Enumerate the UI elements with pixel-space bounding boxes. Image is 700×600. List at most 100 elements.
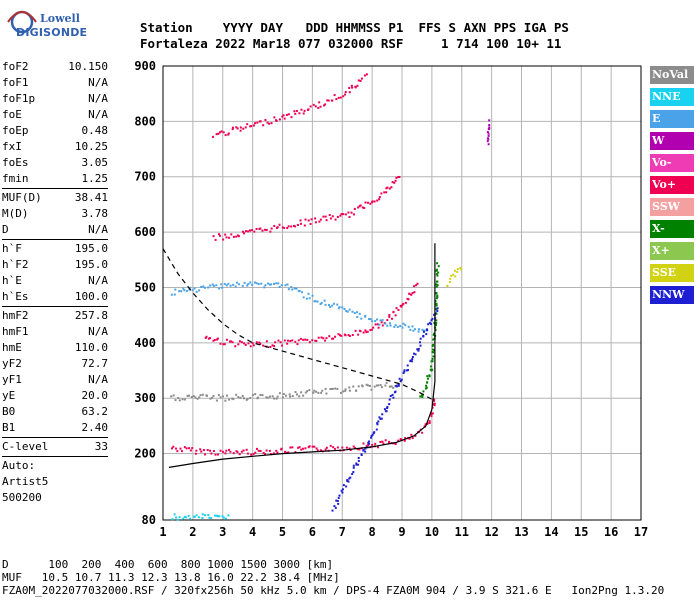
data-point <box>216 453 219 456</box>
data-point <box>273 225 276 228</box>
x-tick-label: 16 <box>604 525 618 539</box>
data-point <box>331 509 334 512</box>
logo-line1: Lowell <box>40 12 80 25</box>
data-point <box>266 121 269 124</box>
data-point <box>370 436 373 439</box>
data-point <box>419 337 422 340</box>
data-point <box>426 422 429 425</box>
data-point <box>246 452 249 455</box>
data-point <box>275 449 278 452</box>
param-name: foF2 <box>2 60 29 73</box>
data-point <box>324 215 327 218</box>
polarization-legend: NoVal NNE E W Vo- Vo+ SSW X- X+ SSE NNW <box>650 66 694 308</box>
data-point <box>280 284 283 287</box>
data-point <box>219 131 222 134</box>
data-point <box>340 489 343 492</box>
data-point <box>435 308 438 311</box>
data-point <box>184 516 187 519</box>
data-point <box>301 447 304 450</box>
x-tick-label: 1 <box>159 525 166 539</box>
data-point <box>240 341 243 344</box>
data-point <box>348 87 351 90</box>
data-point <box>173 293 176 296</box>
data-point <box>370 388 373 391</box>
data-point <box>424 423 427 426</box>
data-point <box>354 447 357 450</box>
data-point <box>487 143 490 146</box>
data-point <box>307 219 310 222</box>
data-point <box>486 137 489 140</box>
data-point <box>251 342 254 345</box>
data-point <box>435 283 438 286</box>
data-point <box>402 371 405 374</box>
data-point <box>312 391 315 394</box>
data-point <box>294 451 297 454</box>
data-point <box>344 334 347 337</box>
data-point <box>287 113 290 116</box>
data-point <box>361 385 364 388</box>
data-point <box>218 234 221 237</box>
data-point <box>244 230 247 233</box>
data-point <box>398 175 401 178</box>
data-point <box>336 446 339 449</box>
data-point <box>231 126 234 129</box>
data-point <box>231 397 234 400</box>
data-point <box>329 444 332 447</box>
data-point <box>193 515 196 518</box>
data-point <box>273 282 276 285</box>
data-point <box>281 115 284 118</box>
data-point <box>456 270 459 273</box>
data-point <box>250 229 253 232</box>
y-tick-label: 200 <box>134 447 156 461</box>
data-point <box>212 394 215 397</box>
data-point <box>397 175 400 178</box>
data-point <box>219 396 222 399</box>
data-point <box>399 324 402 327</box>
data-point <box>371 443 374 446</box>
data-point <box>435 319 438 322</box>
data-point <box>434 328 437 331</box>
data-point <box>298 395 301 398</box>
data-point <box>402 322 405 325</box>
data-point <box>305 297 308 300</box>
data-point <box>435 321 438 324</box>
data-point <box>303 224 306 227</box>
data-point <box>260 282 263 285</box>
data-point <box>488 124 491 127</box>
data-point <box>337 496 340 499</box>
data-point <box>170 447 173 450</box>
data-point <box>322 215 325 218</box>
data-point <box>274 341 277 344</box>
data-point <box>235 393 238 396</box>
data-point <box>269 345 272 348</box>
data-point <box>382 442 385 445</box>
data-point <box>337 96 340 99</box>
data-point <box>380 321 383 324</box>
data-point <box>414 434 417 437</box>
data-point <box>384 322 387 325</box>
data-point <box>319 449 322 452</box>
param-divider <box>2 305 108 308</box>
param-name: foEs <box>2 156 29 169</box>
data-point <box>195 290 198 293</box>
param-row: B0 63.2 <box>2 404 108 420</box>
data-point <box>357 79 360 82</box>
parameter-panel: foF2 10.150 foF1 N/A foF1p N/A foE N/A foEp 0.48 f… <box>2 59 108 506</box>
data-point <box>325 219 328 222</box>
data-point <box>374 320 377 323</box>
data-point <box>278 223 281 226</box>
data-point <box>347 480 350 483</box>
data-point <box>376 422 379 425</box>
data-point <box>397 309 400 312</box>
data-point <box>227 133 230 136</box>
data-point <box>188 286 191 289</box>
data-point <box>212 450 215 453</box>
data-point <box>314 105 317 108</box>
ionogram-chart: 1 2 3 4 5 6 7 8 9 10 11 12 13 14 15 16 17802003004005006… <box>134 59 648 539</box>
data-point <box>435 302 438 305</box>
data-point <box>251 283 254 286</box>
data-point <box>381 319 384 322</box>
data-point <box>317 336 320 339</box>
legend-item: SSW <box>650 198 694 216</box>
data-point <box>175 516 178 519</box>
